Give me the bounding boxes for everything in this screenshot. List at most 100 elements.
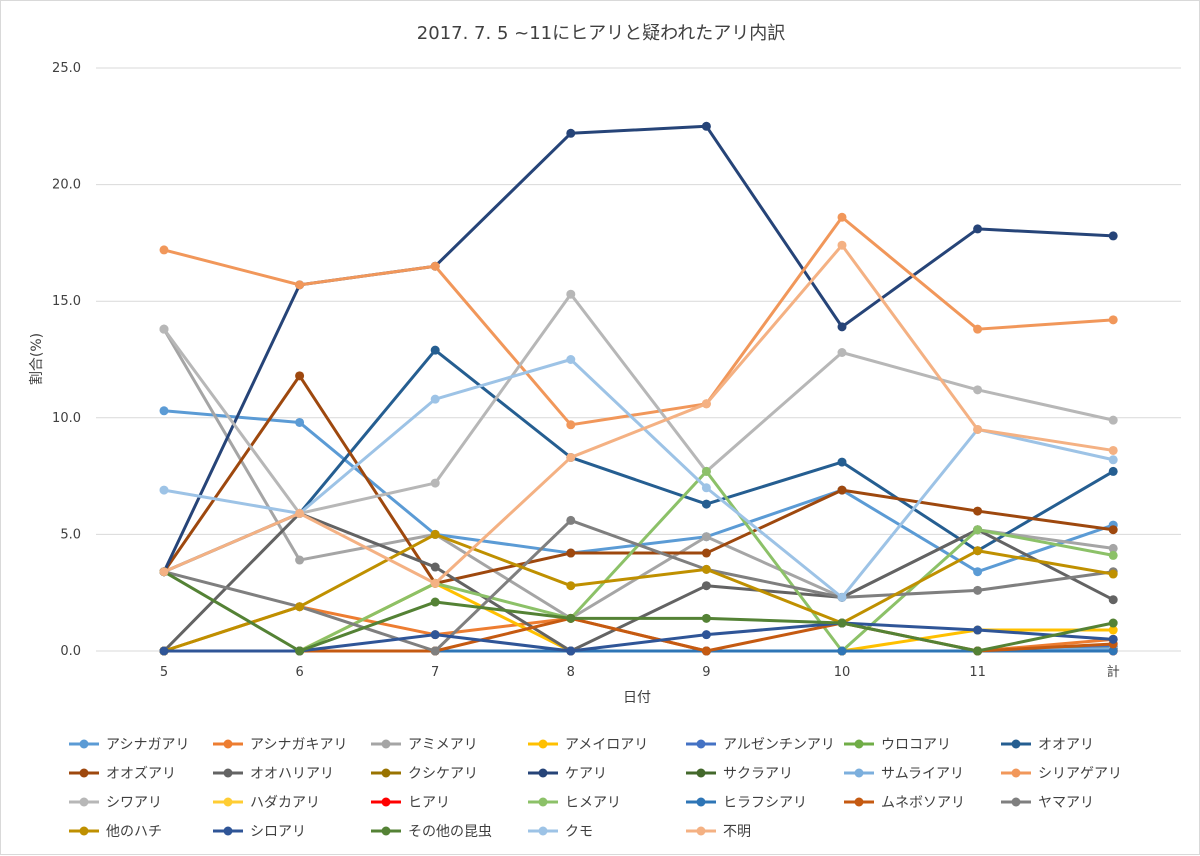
legend-marker: [854, 739, 864, 749]
series-15: [159, 289, 1118, 518]
legend-label: サムライアリ: [881, 766, 964, 782]
x-tick-label: 計: [1107, 664, 1120, 680]
gridlines: [96, 67, 1181, 652]
data-point: [1108, 569, 1118, 579]
legend-item: クモ: [528, 824, 593, 840]
data-point: [973, 385, 983, 395]
legend-label: アミメアリ: [408, 737, 478, 753]
legend-marker: [854, 797, 864, 807]
data-point: [973, 546, 983, 556]
legend-label: ウロコアリ: [881, 737, 951, 753]
data-point: [430, 646, 440, 656]
x-tick-label: 7: [431, 665, 439, 680]
legend-marker: [696, 739, 706, 749]
data-point: [566, 515, 576, 525]
y-tick-label: 10.0: [52, 411, 81, 426]
series-line: [163, 518, 1114, 653]
data-point: [837, 646, 847, 656]
x-tick-label: 8: [567, 665, 575, 680]
data-point: [1108, 415, 1118, 425]
data-point: [566, 548, 576, 558]
legend-marker: [223, 797, 233, 807]
data-point: [1108, 315, 1118, 325]
x-axis-ticks: 5 6 7 8 9 10 11 計: [160, 664, 1120, 680]
series-line: [164, 621, 1114, 653]
series-lines: [159, 121, 1118, 656]
legend-marker: [381, 768, 391, 778]
data-point: [159, 245, 169, 255]
y-axis-title: 割合(%): [28, 333, 45, 385]
data-point: [973, 506, 983, 516]
legend-label: ムネボソアリ: [881, 795, 965, 811]
legend-marker: [79, 768, 89, 778]
data-point: [430, 597, 440, 607]
data-point: [1108, 543, 1118, 553]
x-tick-label: 11: [969, 665, 986, 680]
series-line: [163, 358, 1114, 599]
legend-label: ヒラフシアリ: [723, 795, 807, 811]
data-point: [566, 289, 576, 299]
x-axis-title: 日付: [623, 690, 651, 706]
legend-marker: [538, 739, 548, 749]
legend-item: サムライアリ: [844, 766, 964, 782]
legend-marker: [223, 826, 233, 836]
legend-item: オオアリ: [1001, 737, 1094, 753]
series-line: [163, 570, 1114, 653]
data-point: [701, 399, 711, 409]
legend-marker: [79, 826, 89, 836]
legend-marker: [79, 797, 89, 807]
legend-item: ヒアリ: [371, 795, 450, 811]
legend-marker: [696, 768, 706, 778]
data-point: [566, 581, 576, 591]
data-point: [837, 348, 847, 358]
y-tick-label: 20.0: [52, 178, 81, 193]
data-point: [837, 592, 847, 602]
legend-marker: [79, 739, 89, 749]
legend-marker: [538, 797, 548, 807]
legend-marker: [381, 739, 391, 749]
legend-item: アミメアリ: [371, 737, 478, 753]
legend-label: ハダカアリ: [250, 795, 320, 811]
legend-label: サクラアリ: [723, 766, 793, 782]
y-tick-label: 5.0: [60, 527, 81, 542]
legend-item: ムネボソアリ: [844, 795, 965, 811]
legend-marker: [538, 768, 548, 778]
legend-item: 他のハチ: [69, 824, 162, 840]
legend-label: ヒメアリ: [565, 795, 621, 811]
legend-item: アルゼンチンアリ: [686, 737, 835, 753]
data-point: [1108, 455, 1118, 465]
series-line: [162, 374, 1114, 585]
legend-marker: [381, 797, 391, 807]
series-22: [159, 529, 1118, 656]
data-point: [295, 555, 305, 565]
y-tick-label: 25.0: [52, 61, 81, 76]
data-point: [837, 457, 847, 467]
data-point: [973, 525, 983, 535]
series-line: [162, 328, 1114, 620]
series-line: [163, 532, 1114, 653]
data-point: [701, 532, 711, 542]
legend-marker: [854, 768, 864, 778]
legend-item: その他の昆虫: [371, 824, 492, 840]
legend-item: ケアリ: [528, 766, 607, 782]
data-point: [566, 128, 576, 138]
series-line: [164, 469, 1114, 653]
legend-label: アルゼンチンアリ: [723, 737, 835, 753]
legend-label: アシナガキアリ: [250, 737, 347, 753]
data-point: [566, 355, 576, 364]
data-point: [566, 613, 576, 623]
legend-marker: [538, 826, 548, 836]
series-14: [159, 212, 1118, 430]
data-point: [430, 478, 440, 488]
data-point: [701, 548, 711, 558]
data-point: [701, 564, 711, 574]
legend-label: 他のハチ: [106, 824, 162, 840]
data-point: [701, 630, 711, 640]
legend-item: ヒメアリ: [528, 795, 621, 811]
y-tick-label: 0.0: [60, 644, 81, 659]
data-point: [430, 261, 440, 271]
data-point: [973, 424, 983, 434]
legend-item: 不明: [686, 824, 751, 840]
